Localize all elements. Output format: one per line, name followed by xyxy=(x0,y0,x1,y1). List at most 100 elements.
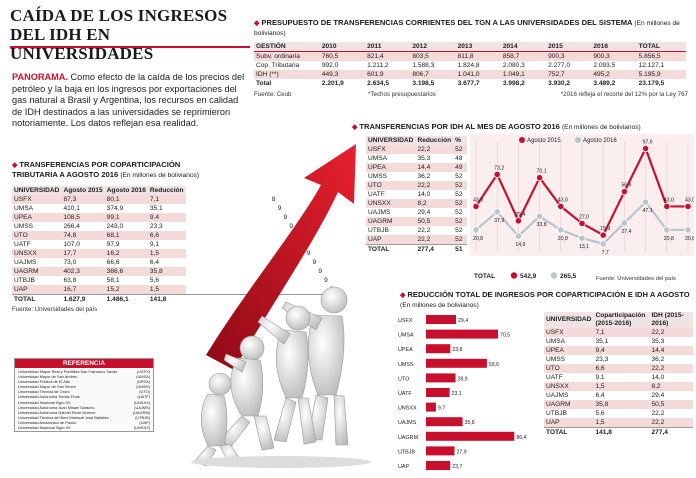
table-cell: 9,1 xyxy=(595,374,605,381)
referencia-code: (UAP) xyxy=(139,419,150,425)
presupuesto-title-text: PRESUPUESTO DE TRANSFERENCIAS CORRIENTES… xyxy=(261,18,633,27)
table-cell: 50,5 xyxy=(415,217,454,226)
table-cell: UAP xyxy=(366,235,416,245)
table-cell: 74,8 xyxy=(61,231,105,240)
table-cell: 6,4 xyxy=(595,392,605,399)
triangle-icon: ◆ xyxy=(254,20,260,27)
table-cell: UPEA xyxy=(366,163,416,172)
series-point xyxy=(599,231,607,239)
table-cell: 1,5 xyxy=(147,285,186,295)
presupuesto-source: Fuente: Ceub xyxy=(254,91,292,98)
table-cell: UPEA xyxy=(544,346,594,355)
table-cell: 23,3 xyxy=(595,356,609,363)
data-label: 20,8 xyxy=(558,236,568,242)
table-cell: UMSS xyxy=(368,173,388,180)
table-cell: 1,5 xyxy=(593,418,650,428)
coparticipacion-source: Fuente: Universidades del país xyxy=(12,306,98,313)
table-row: UTBJB 22,2 52 xyxy=(366,226,467,235)
table-cell: 6,6 xyxy=(593,364,650,373)
table-cell: 108,5 xyxy=(61,213,105,222)
data-label: 56,9 xyxy=(621,183,631,189)
table-cell: 1.588,3 xyxy=(412,62,435,69)
table-cell: 22,2 xyxy=(415,145,454,154)
bar-value-label: 23,7 xyxy=(452,464,462,470)
table-cell: 8,2 xyxy=(415,199,454,208)
table-cell: 80,1 xyxy=(104,195,148,204)
total-label: TOTAL xyxy=(474,273,495,280)
table-header-cell: 2013 xyxy=(455,42,501,52)
table-row: UPEA 9,4 14,4 xyxy=(544,346,694,355)
series-point xyxy=(493,208,501,216)
table-cell: TOTAL xyxy=(544,427,594,437)
table-cell: 22,2 xyxy=(649,418,694,428)
table-header-cell: TOTAL xyxy=(636,42,686,52)
table-cell: 5,6 xyxy=(595,410,605,417)
table-cell: 8,2 xyxy=(649,382,694,391)
table-cell: 14,4 xyxy=(649,346,694,355)
table-cell: 36,2 xyxy=(651,356,665,363)
bar xyxy=(426,388,450,397)
bar xyxy=(426,461,451,470)
data-label: 43,0 xyxy=(558,197,568,203)
table-cell: 752,7 xyxy=(546,70,592,79)
referencia-title: REFERENCIA xyxy=(15,359,153,368)
table-cell: 52 xyxy=(453,145,468,154)
bar xyxy=(426,402,436,412)
table-cell: 3.198,5 xyxy=(412,80,435,87)
reduccion-title-text: REDUCCIÓN TOTAL DE INGRESOS POR COPARTIC… xyxy=(407,290,690,299)
triangle-icon: ◆ xyxy=(12,162,18,169)
table-cell: 141,8 xyxy=(147,294,186,304)
data-label: 43,0 xyxy=(473,197,483,203)
data-label: 29,4 xyxy=(515,212,525,218)
table-cell: 52 xyxy=(453,235,468,245)
bar-value-label: 27,9 xyxy=(457,449,467,455)
table-cell: 16,2 xyxy=(104,249,148,258)
referencia-name: Universidad Mayor de San Simón xyxy=(18,384,76,390)
table-cell: 1.041,0 xyxy=(455,70,501,79)
referencia-code: (UTO) xyxy=(139,389,150,395)
table-cell: 52 xyxy=(455,209,463,216)
reduccion-title: ◆ REDUCCIÓN TOTAL DE INGRESOS POR COPARTI… xyxy=(400,290,694,310)
table-cell: 68,1 xyxy=(104,231,148,240)
table-cell: 9 xyxy=(324,277,328,284)
series-point xyxy=(684,202,692,211)
table-cell: 52 xyxy=(455,173,463,180)
table-cell: 2.634,5 xyxy=(367,80,390,87)
series-point xyxy=(472,226,480,234)
bar-category-label: UNSXX xyxy=(398,406,417,412)
table-header-cell: 2014 xyxy=(500,42,547,52)
table-cell: Subv. ordinaria xyxy=(254,51,320,61)
arrow-shape xyxy=(206,144,356,370)
table-cell: 9 xyxy=(277,205,282,212)
table-row: UAP 1,5 22,2 xyxy=(544,418,694,428)
table-row: UTO 6,6 22,2 xyxy=(544,364,694,373)
table-header-cell: % xyxy=(453,136,468,145)
table-cell: 9 xyxy=(312,259,317,266)
bar xyxy=(426,446,455,456)
table-cell: 277,4 xyxy=(649,427,694,437)
data-label: 37,9 xyxy=(494,218,504,224)
table-cell: UAP xyxy=(12,285,62,295)
referencia-item: Universidad Mayor de San Simón (UMSS) xyxy=(15,384,153,389)
bar-category-label: UAGRM xyxy=(398,435,419,441)
series-point xyxy=(578,234,586,242)
table-row: Subv. ordinaria 760,5 821,4 803,5 811,8 858,7… xyxy=(254,51,686,61)
data-label: 33,8 xyxy=(537,222,547,228)
series-point xyxy=(514,232,523,240)
referencia-item: Universidad Mayor de San Andrés (UMSA) xyxy=(15,374,153,379)
table-cell: 1,5 xyxy=(593,382,650,391)
table-cell: UMSA xyxy=(14,205,34,212)
table-cell: 1.486,1 xyxy=(104,294,148,304)
table-cell: 760,5 xyxy=(319,51,366,61)
referencia-name: Universidad Nacional Siglo XX xyxy=(18,425,71,431)
table-cell: 141,8 xyxy=(593,427,650,437)
table-header-cell: GESTIÓN xyxy=(254,42,320,52)
table-cell: UAGRM xyxy=(12,267,62,276)
table-cell: 277,4 xyxy=(415,244,454,254)
table-cell: 495,2 xyxy=(591,70,637,79)
bar-value-label: 29,4 xyxy=(458,318,468,324)
referencia-code: (UNSXX) xyxy=(134,399,150,405)
table-header-cell: 2010 xyxy=(319,42,366,52)
table-cell: 23,3 xyxy=(149,223,163,230)
table-cell: 1.211,2 xyxy=(367,62,389,69)
